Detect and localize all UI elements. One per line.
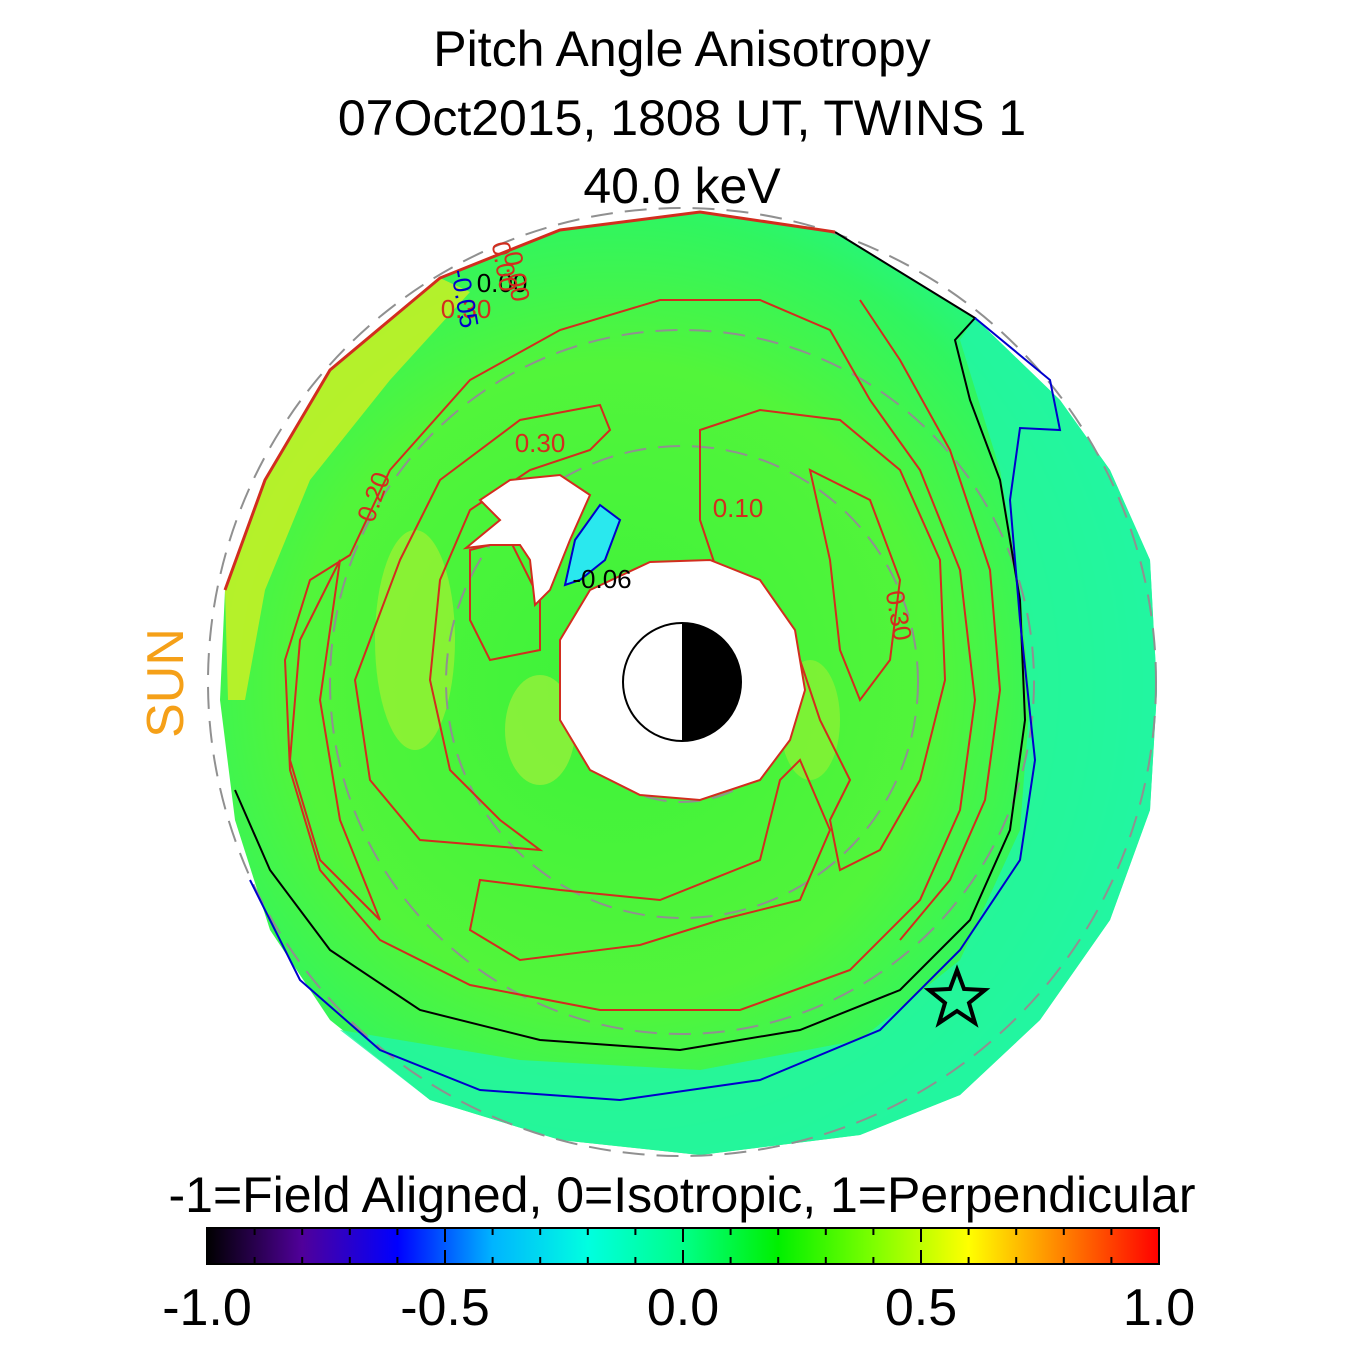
colorbar-tick-label: 0.5 [885, 1279, 957, 1337]
title-line-2: 07Oct2015, 1808 UT, TWINS 1 [338, 90, 1026, 146]
contour-label: 0.30 [441, 294, 492, 324]
colorbar-ticks: -1.0 -0.5 0.0 0.5 1.0 [162, 1228, 1195, 1337]
contour-label: 0.10 [713, 493, 764, 523]
sun-label: SUN [137, 628, 195, 738]
yellow-blob-lower [505, 675, 575, 785]
contours-positive [283, 299, 1002, 1011]
colorbar-tick-label: 0.0 [647, 1279, 719, 1337]
title-line-3: 40.0 keV [583, 158, 781, 214]
colorbar-description: -1=Field Aligned, 0=Isotropic, 1=Perpend… [168, 1167, 1195, 1223]
contour-label: -0.06 [572, 564, 631, 594]
contour-negative [249, 317, 1062, 1102]
region-perpendicular-rim [225, 278, 470, 700]
region-near-isotropic [340, 318, 1157, 1155]
colorbar-tick-label: -0.5 [400, 1279, 490, 1337]
cyan-patch [563, 503, 622, 587]
anisotropy-map [207, 207, 1157, 1157]
rim-outline [223, 210, 836, 591]
colorbar-tick-label: -1.0 [162, 1279, 252, 1337]
title-line-1: Pitch Angle Anisotropy [433, 21, 931, 77]
contour-label: 0.00 [477, 268, 528, 298]
yellow-blob-left [375, 530, 455, 750]
star-icon [923, 964, 991, 1028]
earth-icon [622, 622, 742, 742]
colorbar-tick-label: 1.0 [1123, 1279, 1195, 1337]
contour-label: 0.30 [515, 428, 566, 458]
no-data-notch [462, 473, 592, 608]
contour-zero [234, 231, 1027, 1052]
